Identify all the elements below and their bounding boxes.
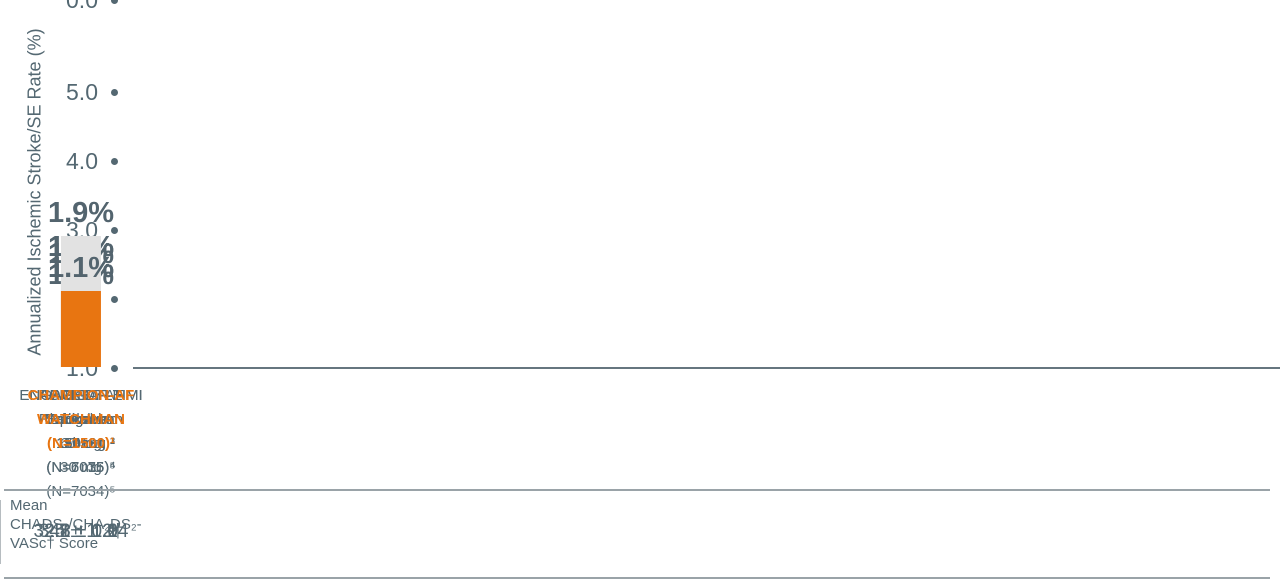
bar-highlight — [60, 291, 101, 367]
cell-divider — [0, 500, 1, 564]
bar-value-label: 1.9% — [47, 197, 115, 229]
y-tick-label: 4.0 — [66, 147, 98, 174]
x-axis-label: ENGAGE-AF-TIMI Edoxaban 60 mg (N=7035)⁵ — [19, 387, 143, 476]
x-axis-label: RE-LY Dabigatran 110 mg (N=6015)⁴ — [44, 387, 118, 476]
tick-dot-icon — [111, 0, 118, 4]
table-rule-bottom — [4, 577, 1270, 579]
x-axis-label: CHAMPION-AF WATCHMAN (N=1500)¹ — [27, 387, 135, 452]
table-rule-top — [4, 489, 1270, 491]
tick-dot-icon — [111, 226, 118, 234]
x-axis-label: ARISTOTLE Apixaban (N=9120)³ — [39, 387, 123, 452]
tick-dot-icon — [111, 364, 118, 372]
x-axis-label: ENGAGE-AF-TIMI Edox- aban 30 mg (N=7034)… — [19, 387, 143, 500]
score-row-header: Mean CHADS₂/CHA₂DS₂- VASc† Score — [10, 497, 142, 552]
score-cell: 3.5 ± 1.2† — [38, 521, 124, 542]
score-cell: 2.8 ± 1.0 — [44, 521, 118, 542]
x-axis-label: ROCKET-AF Rivaroxaban (N=7131)² — [38, 387, 124, 452]
tick-dot-icon — [111, 88, 118, 96]
y-tick-label: 0.0 — [40, 0, 98, 14]
bar-value-label: 1.1% — [47, 252, 115, 284]
trial-column-champion-af-watchman: 1.1% CHAMPION-AF WATCHMAN (N=1500)¹ 3.5 … — [0, 0, 162, 587]
score-cell: 2.1 ± 1.1 — [44, 521, 118, 542]
score-cell: 3.48 ± 0.94 — [33, 521, 129, 542]
x-axis-baseline — [133, 367, 1280, 369]
score-cell: 2.2 ± 1.2 — [44, 521, 118, 542]
tick-dot-icon — [111, 157, 118, 165]
y-tick-label: 5.0 — [66, 78, 98, 105]
x-axis-label: RE-LY Dabigatran 150 mg (N=6076)⁴ — [44, 387, 118, 476]
score-cell: 2.1 ± 1.1 — [44, 521, 118, 542]
tick-dot-icon — [111, 295, 118, 303]
score-cell: 2.8 ± 1.0 — [44, 521, 118, 542]
